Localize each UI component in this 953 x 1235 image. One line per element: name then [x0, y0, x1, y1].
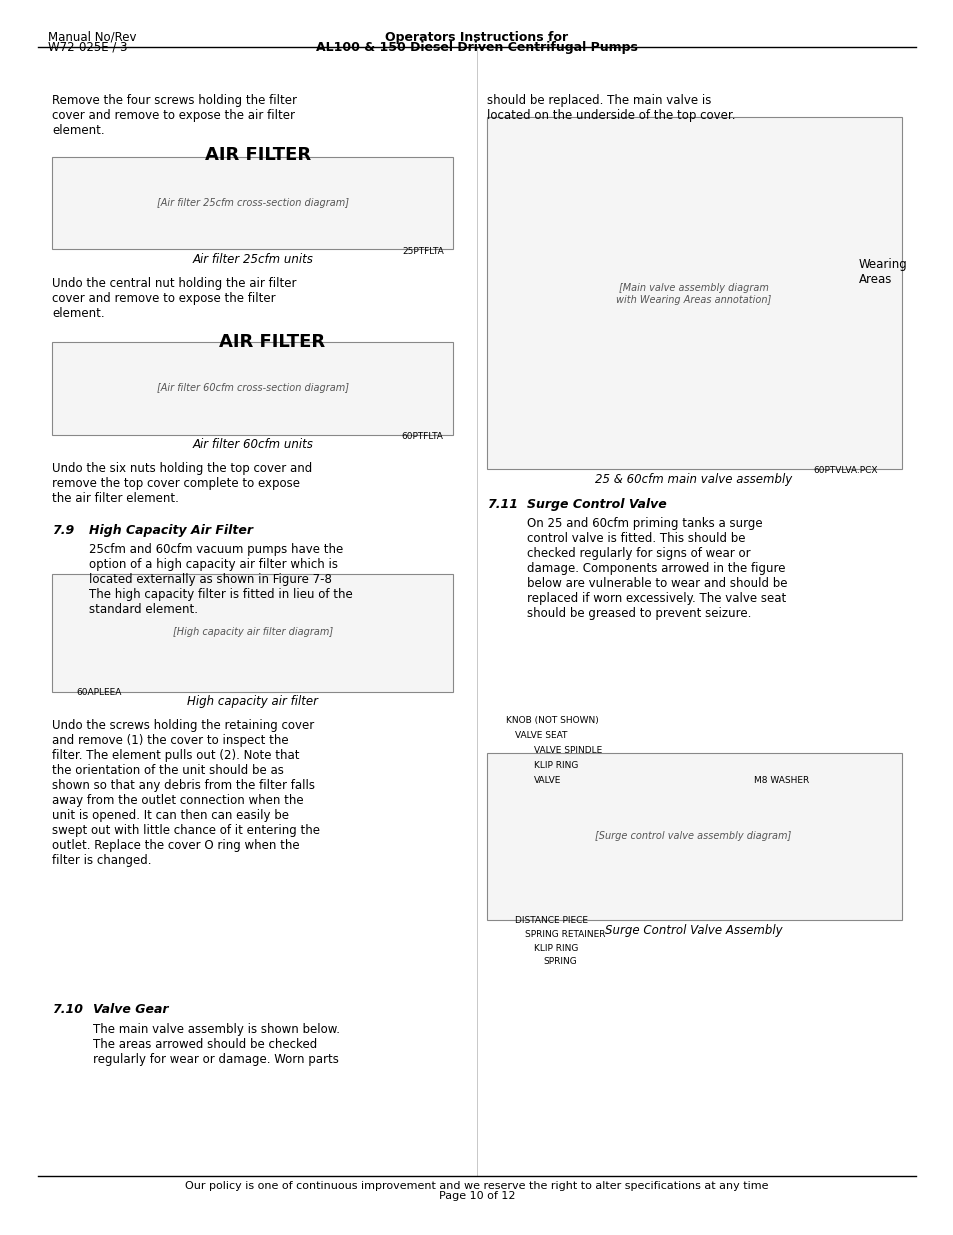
Text: Surge Control Valve: Surge Control Valve	[526, 498, 665, 511]
Text: M8 WASHER: M8 WASHER	[753, 776, 808, 784]
Text: Air filter 60cfm units: Air filter 60cfm units	[193, 438, 313, 452]
Text: W72-025E / 3: W72-025E / 3	[48, 41, 127, 54]
Text: [Main valve assembly diagram
with Wearing Areas annotation]: [Main valve assembly diagram with Wearin…	[616, 283, 770, 305]
Text: AL100 & 150 Diesel Driven Centrifugal Pumps: AL100 & 150 Diesel Driven Centrifugal Pu…	[315, 41, 638, 54]
Text: 60APLEEA: 60APLEEA	[76, 688, 122, 697]
Text: should be replaced. The main valve is
located on the underside of the top cover.: should be replaced. The main valve is lo…	[486, 94, 734, 122]
Text: [High capacity air filter diagram]: [High capacity air filter diagram]	[172, 627, 333, 637]
Text: Remove the four screws holding the filter
cover and remove to expose the air fil: Remove the four screws holding the filte…	[52, 94, 297, 137]
Text: AIR FILTER: AIR FILTER	[218, 333, 325, 352]
FancyBboxPatch shape	[52, 574, 453, 692]
Text: Air filter 25cfm units: Air filter 25cfm units	[193, 253, 313, 267]
Text: High capacity air filter: High capacity air filter	[187, 695, 318, 709]
Text: 7.11: 7.11	[486, 498, 517, 511]
Text: VALVE: VALVE	[534, 776, 561, 784]
Text: Page 10 of 12: Page 10 of 12	[438, 1191, 515, 1200]
FancyBboxPatch shape	[52, 157, 453, 249]
Text: Undo the central nut holding the air filter
cover and remove to expose the filte: Undo the central nut holding the air fil…	[52, 277, 296, 320]
Text: High Capacity Air Filter: High Capacity Air Filter	[89, 524, 253, 537]
Text: The main valve assembly is shown below.
The areas arrowed should be checked
regu: The main valve assembly is shown below. …	[92, 1023, 339, 1066]
Text: VALVE SEAT: VALVE SEAT	[515, 731, 567, 740]
Text: Our policy is one of continuous improvement and we reserve the right to alter sp: Our policy is one of continuous improvem…	[185, 1181, 768, 1191]
Text: [Surge control valve assembly diagram]: [Surge control valve assembly diagram]	[595, 831, 791, 841]
Text: 60PTFLTA: 60PTFLTA	[401, 432, 443, 441]
Text: Wearing
Areas: Wearing Areas	[858, 258, 906, 285]
Text: 25PTFLTA: 25PTFLTA	[401, 247, 443, 256]
Text: KLIP RING: KLIP RING	[534, 761, 578, 769]
Text: 7.10: 7.10	[52, 1003, 83, 1016]
Text: Valve Gear: Valve Gear	[92, 1003, 168, 1016]
Text: SPRING RETAINER: SPRING RETAINER	[524, 930, 604, 939]
FancyBboxPatch shape	[486, 753, 901, 920]
Text: On 25 and 60cfm priming tanks a surge
control valve is fitted. This should be
ch: On 25 and 60cfm priming tanks a surge co…	[526, 517, 786, 620]
Text: 25cfm and 60cfm vacuum pumps have the
option of a high capacity air filter which: 25cfm and 60cfm vacuum pumps have the op…	[89, 543, 352, 616]
Text: Manual No/Rev: Manual No/Rev	[48, 31, 136, 44]
FancyBboxPatch shape	[486, 117, 901, 469]
Text: 25 & 60cfm main valve assembly: 25 & 60cfm main valve assembly	[595, 473, 791, 487]
Text: Operators Instructions for: Operators Instructions for	[385, 31, 568, 44]
Text: Undo the six nuts holding the top cover and
remove the top cover complete to exp: Undo the six nuts holding the top cover …	[52, 462, 313, 505]
Text: KNOB (NOT SHOWN): KNOB (NOT SHOWN)	[505, 716, 598, 725]
Text: AIR FILTER: AIR FILTER	[204, 146, 311, 164]
FancyBboxPatch shape	[52, 342, 453, 435]
Text: spp: spp	[781, 25, 821, 44]
Text: SPRING: SPRING	[543, 957, 577, 966]
Text: [Air filter 25cfm cross-section diagram]: [Air filter 25cfm cross-section diagram]	[156, 198, 349, 207]
Text: 7.9: 7.9	[52, 524, 74, 537]
Text: DISTANCE PIECE: DISTANCE PIECE	[515, 916, 588, 925]
Text: [Air filter 60cfm cross-section diagram]: [Air filter 60cfm cross-section diagram]	[156, 383, 349, 393]
Text: Surge Control Valve Assembly: Surge Control Valve Assembly	[604, 924, 781, 937]
Text: VALVE SPINDLE: VALVE SPINDLE	[534, 746, 602, 755]
Text: KLIP RING: KLIP RING	[534, 944, 578, 952]
Text: 60PTVLVA.PCX: 60PTVLVA.PCX	[812, 466, 877, 474]
Text: Undo the screws holding the retaining cover
and remove (1) the cover to inspect : Undo the screws holding the retaining co…	[52, 719, 320, 867]
